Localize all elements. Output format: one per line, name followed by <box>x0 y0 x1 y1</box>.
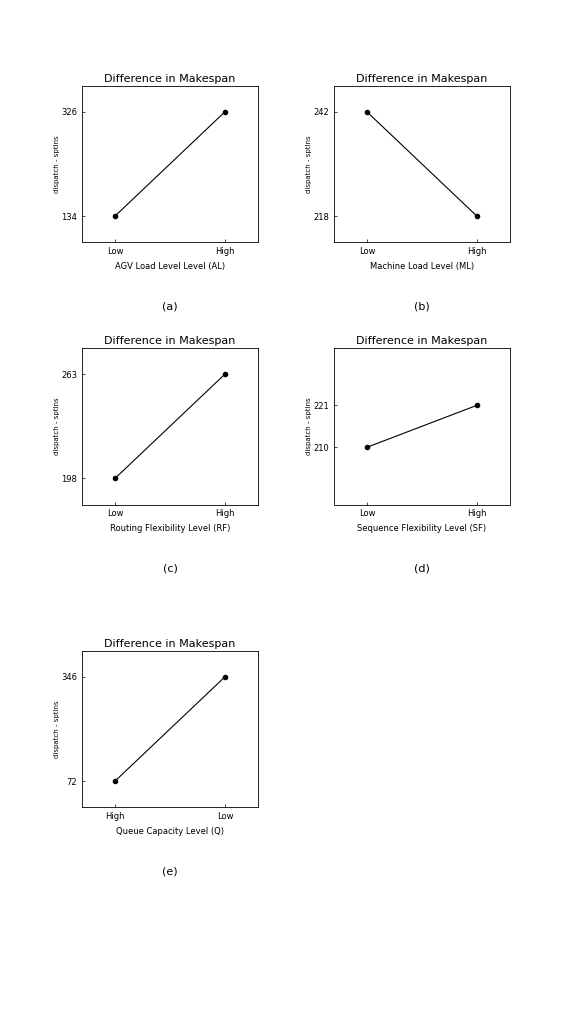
Y-axis label: dispatch - sptlns: dispatch - sptlns <box>54 700 60 758</box>
X-axis label: Queue Capacity Level (Q): Queue Capacity Level (Q) <box>116 826 224 835</box>
Y-axis label: dispatch - sptlns: dispatch - sptlns <box>306 398 312 455</box>
X-axis label: Routing Flexibility Level (RF): Routing Flexibility Level (RF) <box>110 524 230 533</box>
Title: Difference in Makespan: Difference in Makespan <box>104 74 236 84</box>
X-axis label: Machine Load Level (ML): Machine Load Level (ML) <box>370 261 474 270</box>
Y-axis label: dispatch - sptlns: dispatch - sptlns <box>54 398 60 455</box>
X-axis label: AGV Load Level Level (AL): AGV Load Level Level (AL) <box>115 261 225 270</box>
Text: (c): (c) <box>162 564 178 574</box>
Title: Difference in Makespan: Difference in Makespan <box>104 336 236 346</box>
Text: (b): (b) <box>414 302 430 312</box>
Text: (d): (d) <box>414 564 430 574</box>
Title: Difference in Makespan: Difference in Makespan <box>356 74 488 84</box>
Title: Difference in Makespan: Difference in Makespan <box>104 639 236 649</box>
Text: (e): (e) <box>162 867 178 877</box>
Y-axis label: dispatch - sptlns: dispatch - sptlns <box>54 135 60 193</box>
Text: (a): (a) <box>162 302 178 312</box>
Title: Difference in Makespan: Difference in Makespan <box>356 336 488 346</box>
X-axis label: Sequence Flexibility Level (SF): Sequence Flexibility Level (SF) <box>357 524 486 533</box>
Y-axis label: dispatch - sptlns: dispatch - sptlns <box>306 135 312 193</box>
